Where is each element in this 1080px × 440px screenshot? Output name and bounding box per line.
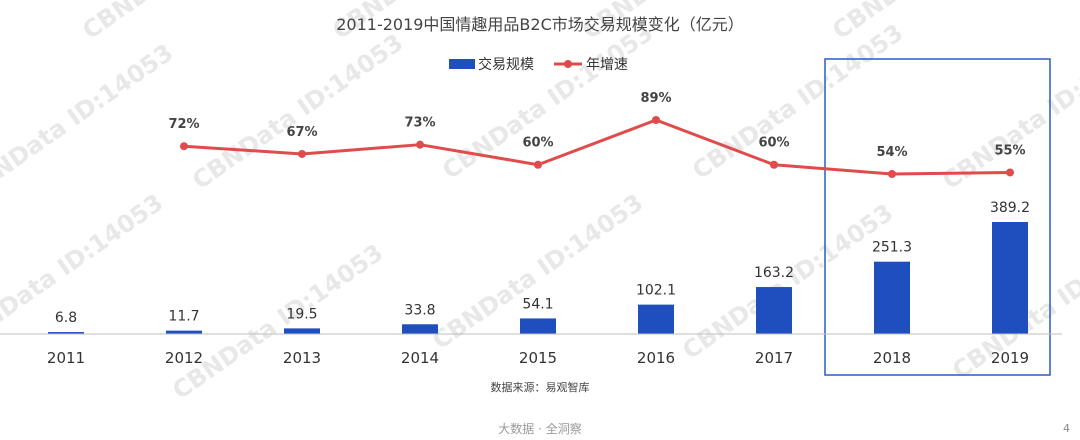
- line-point: [298, 149, 306, 158]
- page-number: 4: [1063, 422, 1070, 435]
- x-tick-label: 2013: [283, 349, 321, 367]
- line-point: [888, 170, 896, 178]
- bar-value-label: 33.8: [404, 302, 435, 318]
- bar-value-label: 163.2: [754, 265, 794, 281]
- bar: [638, 304, 674, 334]
- bar-value-label: 102.1: [636, 283, 676, 299]
- watermark-text: CBNData ID:14053: [77, 0, 298, 45]
- line-point: [416, 140, 424, 149]
- line-value-label: 54%: [876, 145, 907, 160]
- x-tick-labels: 2011 2012 2013 2014 2015 2016 2017 2018 2019: [47, 349, 1029, 367]
- line-point: [180, 142, 188, 151]
- bar: [874, 261, 910, 334]
- highlight-box: [824, 58, 1051, 376]
- x-tick-label: 2017: [755, 349, 793, 367]
- watermark-text: CBNData ID:14053: [687, 19, 908, 185]
- x-tick-label: 2012: [165, 349, 203, 367]
- bar-series: [48, 222, 1028, 334]
- watermark-text: CBNData ID:14053: [187, 29, 408, 195]
- footer-text: 大数据 · 全洞察: [498, 421, 581, 436]
- bar: [48, 332, 84, 334]
- watermark-text: CBNData ID:14053: [0, 39, 178, 205]
- x-tick-label: 2015: [519, 349, 557, 367]
- chart-title: 2011-2019中国情趣用品B2C市场交易规模变化（亿元）: [336, 15, 744, 34]
- bar: [402, 324, 438, 334]
- legend-line-marker: [564, 60, 572, 68]
- line-value-labels: 72% 67% 73% 60% 89% 60% 54% 55%: [168, 91, 1025, 160]
- line-point: [534, 160, 542, 169]
- x-tick-label: 2014: [401, 349, 439, 367]
- x-tick-label: 2018: [873, 349, 911, 367]
- bar-value-labels: 6.8 11.7 19.5 33.8 54.1 102.1 163.2 251.3 389.2: [55, 200, 1030, 326]
- legend-label: 年增速: [586, 57, 628, 73]
- watermark-text: CBNData ID:14053: [827, 0, 1048, 45]
- watermark-text: CBNData ID:14053: [0, 189, 168, 355]
- line-value-label: 60%: [522, 136, 553, 151]
- line-value-label: 89%: [640, 91, 671, 106]
- bar: [992, 222, 1028, 334]
- bar-value-label: 11.7: [168, 309, 199, 325]
- bar-value-label: 251.3: [872, 240, 912, 256]
- line-value-label: 72%: [168, 117, 199, 132]
- line-series: [180, 116, 1014, 178]
- legend-label: 交易规模: [478, 56, 534, 73]
- highlight-box-frame: [824, 58, 1051, 376]
- x-tick-label: 2016: [637, 349, 675, 367]
- bar: [756, 287, 792, 334]
- x-tick-label: 2019: [991, 349, 1029, 367]
- x-tick-label: 2011: [47, 349, 85, 367]
- bar-value-label: 19.5: [286, 306, 317, 322]
- bar-value-label: 54.1: [522, 296, 553, 312]
- line-point: [770, 160, 778, 169]
- legend-bar-swatch: [449, 59, 475, 69]
- watermark-text: CBNData ID:14053: [167, 239, 388, 405]
- bar: [166, 330, 202, 334]
- bar: [520, 318, 556, 334]
- watermark-text: CBNData ID:14053: [677, 199, 898, 365]
- line-value-label: 60%: [758, 136, 789, 151]
- line-point: [1006, 168, 1014, 177]
- bar-value-label: 389.2: [990, 200, 1030, 216]
- line-value-label: 73%: [404, 116, 435, 131]
- legend: 交易规模 年增速: [449, 56, 628, 73]
- bar-value-label: 6.8: [55, 310, 77, 326]
- bar: [284, 328, 320, 334]
- growth-line: [183, 118, 1011, 176]
- source-note: 数据来源：易观智库: [491, 380, 590, 394]
- line-value-label: 55%: [994, 143, 1025, 158]
- line-point: [652, 116, 660, 124]
- watermark-layer: CBNData ID:14053 CBNData ID:14053 CBNData …: [0, 0, 1080, 405]
- line-value-label: 67%: [286, 125, 317, 140]
